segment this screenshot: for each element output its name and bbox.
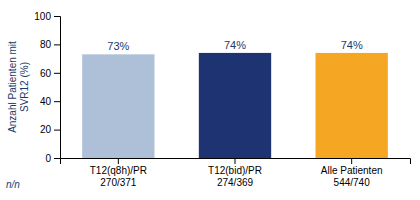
y-tick-mark bbox=[54, 130, 60, 131]
bar bbox=[82, 54, 154, 158]
y-tick: 60 bbox=[40, 68, 60, 79]
x-tick-label: T12(q8h)/PR270/371 bbox=[90, 165, 147, 188]
x-tick: T12(q8h)/PR270/371 bbox=[90, 158, 147, 188]
y-tick: 0 bbox=[45, 153, 60, 164]
x-tick-mark bbox=[351, 158, 352, 164]
y-tick: 100 bbox=[34, 11, 60, 22]
y-tick-mark bbox=[54, 44, 60, 45]
y-tick-label: 60 bbox=[40, 68, 52, 79]
data-label: 73% bbox=[107, 40, 129, 52]
y-tick-label: 20 bbox=[40, 124, 52, 135]
bar bbox=[199, 53, 271, 158]
data-label: 74% bbox=[341, 39, 363, 51]
bar bbox=[316, 53, 388, 158]
x-axis-line bbox=[61, 159, 411, 165]
y-tick-label: 100 bbox=[34, 11, 51, 22]
y-axis: 0 20 40 60 80 100 bbox=[34, 11, 60, 164]
data-label: 74% bbox=[224, 39, 246, 51]
x-tick-label: Alle Patienten544/740 bbox=[321, 165, 383, 188]
x-axis: T12(q8h)/PR270/371 T12(bid)/PR274/369 Alle… bbox=[61, 158, 411, 188]
x-tick-label: T12(bid)/PR274/369 bbox=[208, 165, 262, 188]
y-tick-label: 80 bbox=[40, 39, 52, 50]
y-tick: 80 bbox=[40, 39, 60, 50]
y-tick-mark bbox=[54, 158, 60, 159]
y-tick-mark bbox=[54, 101, 60, 102]
y-axis-line bbox=[54, 17, 61, 159]
x-tick: Alle Patienten544/740 bbox=[321, 158, 383, 188]
x-tick-mark bbox=[118, 158, 119, 164]
y-tick: 40 bbox=[40, 96, 60, 107]
y-tick-label: 0 bbox=[45, 153, 51, 164]
x-tick: T12(bid)/PR274/369 bbox=[208, 158, 262, 188]
bars bbox=[82, 53, 388, 158]
y-tick: 20 bbox=[40, 124, 60, 135]
data-labels: 73% 74% 74% bbox=[107, 39, 363, 52]
y-axis-title: Anzahl Patienten mitSVR12 (%) bbox=[7, 41, 31, 133]
x-tick-mark bbox=[235, 158, 236, 164]
annotation: n/n bbox=[6, 179, 20, 190]
y-tick-mark bbox=[54, 16, 60, 17]
chart: 0 20 40 60 80 100 T12(q8h)/PR270/371 T12(bid)/P… bbox=[0, 0, 420, 200]
y-tick-mark bbox=[54, 73, 60, 74]
plot: 0 20 40 60 80 100 T12(q8h)/PR270/371 T12(bid)/P… bbox=[34, 11, 410, 188]
y-tick-label: 40 bbox=[40, 96, 52, 107]
